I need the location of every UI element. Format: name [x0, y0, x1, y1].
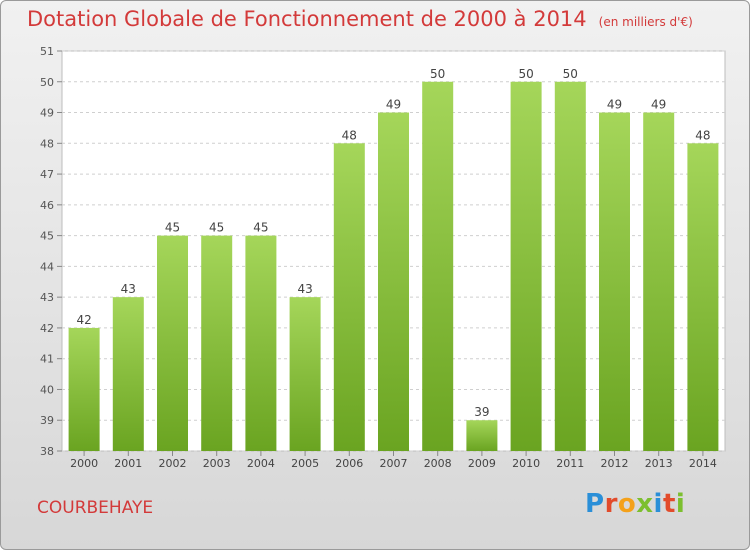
- data-label: 50: [563, 67, 578, 81]
- data-label: 45: [209, 221, 224, 235]
- y-tick-label: 50: [40, 76, 54, 89]
- y-tick-label: 44: [40, 260, 54, 273]
- x-tick-label: 2007: [380, 457, 408, 470]
- data-label: 45: [165, 221, 180, 235]
- chart-subtitle: (en milliers d'€): [598, 15, 693, 29]
- x-tick-label: 2001: [114, 457, 142, 470]
- data-label: 50: [430, 67, 445, 81]
- y-tick-label: 38: [40, 445, 54, 458]
- bar-2013: [643, 112, 675, 452]
- title-text: Dotation Globale de Fonctionnement de 20…: [27, 7, 587, 31]
- y-tick-label: 48: [40, 137, 54, 150]
- bar-2000: [68, 327, 100, 451]
- data-label: 49: [651, 98, 666, 112]
- x-tick-label: 2000: [70, 457, 98, 470]
- y-tick-label: 46: [40, 199, 54, 212]
- data-label: 48: [342, 128, 357, 142]
- y-tick-label: 39: [40, 414, 54, 427]
- y-tick-label: 43: [40, 291, 54, 304]
- bar-2007: [378, 112, 409, 452]
- x-tick-label: 2009: [468, 457, 496, 470]
- x-tick-label: 2003: [203, 457, 231, 470]
- bar-2008: [422, 81, 454, 452]
- x-tick-label: 2011: [556, 457, 584, 470]
- chart-title: Dotation Globale de Fonctionnement de 20…: [27, 7, 693, 31]
- commune-name: COURBEHAYE: [37, 498, 154, 518]
- bar-2014: [687, 143, 719, 452]
- y-tick-label: 40: [40, 383, 54, 396]
- data-label: 50: [518, 67, 533, 81]
- bar-2009: [466, 420, 498, 451]
- x-tick-label: 2010: [512, 457, 540, 470]
- bar-2001: [112, 297, 144, 451]
- data-label: 43: [121, 282, 136, 296]
- bar-2006: [333, 143, 365, 452]
- x-tick-label: 2012: [601, 457, 629, 470]
- bar-2005: [289, 297, 321, 451]
- bar-2011: [554, 81, 586, 452]
- x-tick-label: 2008: [424, 457, 452, 470]
- y-tick-label: 47: [40, 168, 54, 181]
- y-tick-label: 51: [40, 45, 54, 58]
- bar-2004: [245, 235, 277, 451]
- bar-2003: [201, 235, 233, 451]
- bar-2002: [157, 235, 188, 451]
- y-tick-label: 41: [40, 353, 54, 366]
- proxiti-logo: Proxiti: [585, 489, 686, 519]
- data-label: 42: [76, 313, 91, 327]
- bar-2010: [510, 81, 542, 452]
- y-tick-label: 49: [40, 107, 54, 120]
- data-label: 49: [607, 98, 622, 112]
- y-tick-label: 45: [40, 230, 54, 243]
- x-tick-label: 2004: [247, 457, 275, 470]
- bar-2012: [599, 112, 630, 452]
- x-tick-label: 2013: [645, 457, 673, 470]
- data-label: 48: [695, 128, 710, 142]
- y-tick-label: 42: [40, 322, 54, 335]
- x-tick-label: 2005: [291, 457, 319, 470]
- data-label: 49: [386, 98, 401, 112]
- x-tick-label: 2002: [159, 457, 187, 470]
- x-tick-label: 2014: [689, 457, 717, 470]
- data-label: 45: [253, 221, 268, 235]
- data-label: 43: [297, 282, 312, 296]
- data-label: 39: [474, 405, 489, 419]
- x-tick-label: 2006: [335, 457, 363, 470]
